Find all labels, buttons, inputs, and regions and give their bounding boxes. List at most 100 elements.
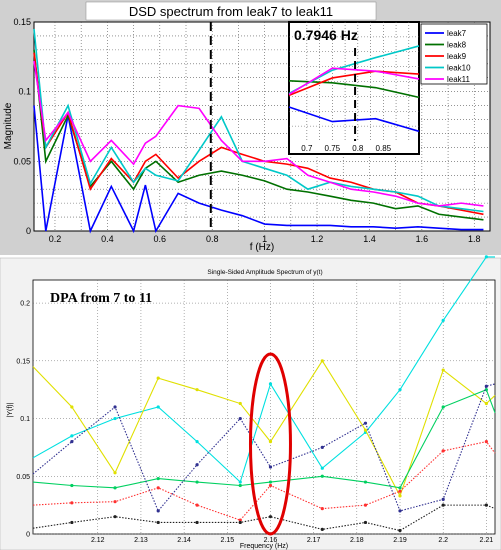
x-tick-label: 1 — [262, 234, 267, 244]
series-point — [238, 480, 242, 484]
legend-label-leak8: leak8 — [447, 41, 467, 50]
y-tick-label: 0.1 — [20, 416, 30, 423]
series-point — [398, 388, 402, 392]
series-point — [70, 434, 74, 438]
series-point — [484, 440, 488, 444]
series-point — [238, 416, 242, 421]
x-tick-label: 2.16 — [264, 537, 278, 544]
chart1-legend: leak7 leak8 leak9 leak10 leak11 — [420, 23, 488, 85]
chart2-series — [32, 255, 496, 533]
series-point — [363, 480, 368, 484]
series-point — [398, 494, 402, 498]
series-point — [268, 483, 273, 488]
series-point — [70, 405, 74, 409]
series-point — [398, 528, 402, 533]
chart1-x-ticks: 0.2 0.4 0.6 0.8 1 1.2 1.4 1.6 1.8 — [49, 234, 481, 244]
y-tick-label: 0.2 — [20, 301, 30, 308]
series-point — [484, 255, 488, 259]
chart2-title: Single-Sided Amplitude Spectrum of y(t) — [207, 269, 322, 276]
series-point — [70, 520, 74, 525]
y-tick-label: 0.15 — [13, 17, 31, 27]
series-point — [113, 515, 117, 519]
chart2-x-ticks: 2.12 2.13 2.14 2.15 2.16 2.17 2.18 2.19 2.2 2.21 — [91, 537, 493, 544]
series-point — [113, 486, 117, 490]
inset-series — [288, 45, 420, 133]
chart2-plot-area — [32, 279, 496, 535]
inset-x-tick-label: 0.85 — [376, 144, 392, 153]
series-point — [156, 509, 160, 513]
series-point — [320, 527, 324, 531]
series-point — [156, 376, 160, 380]
series-point — [363, 421, 368, 425]
series-point — [195, 440, 199, 444]
series-point — [238, 483, 242, 488]
y-tick-label: 0 — [26, 532, 30, 539]
series-point — [441, 503, 445, 507]
series-point — [113, 471, 117, 475]
series-point — [113, 405, 117, 409]
legend-label-leak10: leak10 — [447, 64, 471, 73]
x-tick-label: 0.4 — [101, 234, 114, 244]
series-point — [113, 416, 117, 421]
chart-dsd-spectrum: DSD spectrum from leak7 to leak11 00.050… — [0, 0, 501, 255]
series-point — [268, 515, 273, 519]
x-tick-label: 1.2 — [311, 234, 324, 244]
inset-x-tick-label: 0.7 — [301, 144, 313, 153]
series-point — [441, 368, 445, 372]
series-point — [238, 401, 242, 406]
legend-label-leak9: leak9 — [447, 52, 467, 61]
chart1-x-label: f (Hz) — [250, 242, 274, 253]
chart1-y-ticks: 0 0.05 0.1 0.15 — [13, 17, 31, 236]
inset-frequency-label: 0.7946 Hz — [294, 27, 358, 43]
series-point — [70, 483, 74, 488]
x-tick-label: 2.15 — [220, 537, 234, 544]
series-point — [441, 318, 445, 323]
y-tick-label: 0.05 — [13, 156, 31, 166]
series-point — [363, 520, 368, 525]
inset-series-line-leak11 — [288, 67, 420, 96]
chart-single-sided-spectrum: Single-Sided Amplitude Spectrum of y(t) … — [0, 255, 501, 550]
inset-x-tick-label: 0.75 — [325, 144, 341, 153]
series-point — [195, 463, 199, 467]
x-tick-label: 2.13 — [134, 537, 148, 544]
chart1-series — [33, 28, 484, 234]
x-tick-label: 0.8 — [206, 234, 219, 244]
y-tick-label: 0.15 — [16, 358, 30, 365]
series-point — [320, 466, 324, 470]
inset-x-ticks: 0.7 0.75 0.8 0.85 — [301, 144, 391, 153]
chart1-title: DSD spectrum from leak7 to leak11 — [129, 4, 333, 19]
series-point — [156, 476, 160, 481]
x-tick-label: 2.14 — [177, 537, 191, 544]
series-point — [195, 520, 199, 525]
x-tick-label: 1.4 — [363, 234, 376, 244]
inset-plot-area — [288, 21, 420, 155]
series-point — [238, 518, 242, 522]
inset-series-line-leak7 — [288, 106, 420, 133]
inset-x-tick-label: 0.8 — [352, 144, 364, 153]
series-point — [268, 480, 273, 484]
series-point — [156, 405, 160, 409]
series-point — [441, 449, 445, 453]
x-tick-label: 0.6 — [154, 234, 167, 244]
series-point — [268, 465, 273, 469]
legend-label-leak7: leak7 — [447, 29, 467, 38]
x-tick-label: 2.12 — [91, 537, 105, 544]
series-point — [320, 445, 324, 450]
series-point — [156, 486, 160, 490]
series-point — [113, 500, 117, 504]
x-tick-label: 1.6 — [416, 234, 429, 244]
inset-series-line-leak9 — [288, 70, 420, 97]
chart1-inset: 0.7 0.75 0.8 0.85 0.7946 Hz — [288, 21, 420, 155]
x-tick-label: 1.8 — [468, 234, 481, 244]
chart2-y-label: |Y(f)| — [7, 402, 14, 417]
series-point — [398, 486, 402, 490]
chart2-annotation: DPA from 7 to 11 — [50, 291, 152, 306]
series-point — [484, 388, 488, 392]
x-tick-label: 2.19 — [393, 537, 407, 544]
series-point — [441, 405, 445, 409]
series-point — [238, 520, 242, 525]
series-point — [320, 474, 324, 478]
series-point — [398, 489, 402, 493]
x-tick-label: 2.21 — [480, 537, 494, 544]
